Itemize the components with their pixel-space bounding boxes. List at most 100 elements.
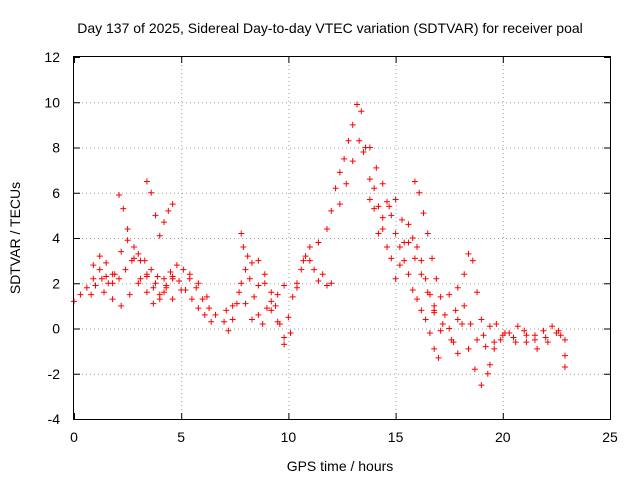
data-point: [375, 230, 382, 237]
data-point: [486, 361, 493, 368]
data-point: [459, 320, 466, 327]
data-point: [343, 180, 350, 187]
data-point: [167, 268, 174, 275]
data-point: [137, 275, 144, 282]
data-point: [238, 280, 245, 287]
data-point: [531, 332, 538, 339]
data-point: [152, 212, 159, 219]
data-point: [255, 311, 262, 318]
data-point: [300, 257, 307, 264]
data-point: [242, 300, 249, 307]
data-point: [251, 293, 258, 300]
data-point: [92, 282, 99, 289]
data-point: [101, 289, 108, 296]
data-point: [441, 311, 448, 318]
data-point: [426, 330, 433, 337]
data-point: [561, 336, 568, 343]
data-point: [349, 158, 356, 165]
data-point: [454, 284, 461, 291]
data-point: [486, 323, 493, 330]
data-point: [379, 214, 386, 221]
plot-frame: [73, 56, 611, 420]
data-point: [83, 284, 90, 291]
series-arc-mid-3: [238, 230, 288, 314]
x-tick-label: 25: [602, 429, 618, 445]
data-point: [143, 273, 150, 280]
data-point: [561, 352, 568, 359]
data-point: [484, 370, 491, 377]
data-point: [186, 271, 193, 278]
data-point: [497, 336, 504, 343]
data-point: [358, 108, 365, 115]
data-point: [493, 320, 500, 327]
data-point: [431, 307, 438, 314]
data-point: [120, 205, 127, 212]
data-point: [163, 284, 170, 291]
data-point: [306, 257, 313, 264]
data-point: [414, 296, 421, 303]
data-point: [510, 334, 517, 341]
data-point: [161, 289, 168, 296]
data-point: [418, 271, 425, 278]
data-point: [268, 298, 275, 305]
data-point: [328, 207, 335, 214]
x-tick-label: 0: [70, 429, 78, 445]
data-point: [379, 180, 386, 187]
data-point: [289, 293, 296, 300]
series-arc-peak-2: [336, 137, 444, 334]
data-point: [261, 271, 268, 278]
data-point: [281, 341, 288, 348]
data-point: [405, 271, 412, 278]
data-point: [223, 307, 230, 314]
data-point: [221, 318, 228, 325]
data-point: [424, 230, 431, 237]
data-point: [396, 244, 403, 251]
data-point: [474, 289, 481, 296]
data-point: [302, 253, 309, 260]
data-point: [396, 262, 403, 269]
data-point: [131, 244, 138, 251]
data-point: [150, 300, 157, 307]
data-point: [143, 178, 150, 185]
data-point: [131, 255, 138, 262]
data-point: [103, 273, 110, 280]
data-point: [208, 318, 215, 325]
data-point: [154, 273, 161, 280]
data-point: [491, 339, 498, 346]
data-point: [426, 291, 433, 298]
data-point: [98, 275, 105, 282]
data-point: [315, 239, 322, 246]
data-point: [388, 212, 395, 219]
data-point: [248, 316, 255, 323]
grid: [74, 57, 610, 419]
series-arc-mid-2: [223, 257, 307, 348]
data-point: [448, 336, 455, 343]
data-point: [461, 302, 468, 309]
data-point: [544, 339, 551, 346]
data-point: [236, 289, 243, 296]
series-arc-peak-3: [366, 185, 438, 309]
x-axis-label: GPS time / hours: [287, 458, 394, 474]
data-point: [161, 275, 168, 282]
y-tick-label: 6: [52, 185, 60, 201]
data-point: [118, 302, 125, 309]
data-point: [409, 235, 416, 241]
data-point: [206, 305, 213, 312]
data-point: [203, 293, 210, 300]
data-point: [116, 192, 123, 199]
data-point: [109, 271, 116, 278]
data-point: [195, 305, 202, 312]
data-point: [281, 334, 288, 341]
data-point: [384, 198, 391, 205]
data-point: [354, 101, 361, 108]
data-point: [240, 244, 247, 251]
data-point: [122, 266, 129, 273]
data-point: [465, 345, 472, 352]
data-point: [336, 169, 343, 176]
data-point: [437, 327, 444, 334]
data-point: [143, 289, 150, 296]
data-point: [414, 244, 421, 251]
data-point: [480, 332, 487, 339]
data-point: [360, 149, 367, 156]
